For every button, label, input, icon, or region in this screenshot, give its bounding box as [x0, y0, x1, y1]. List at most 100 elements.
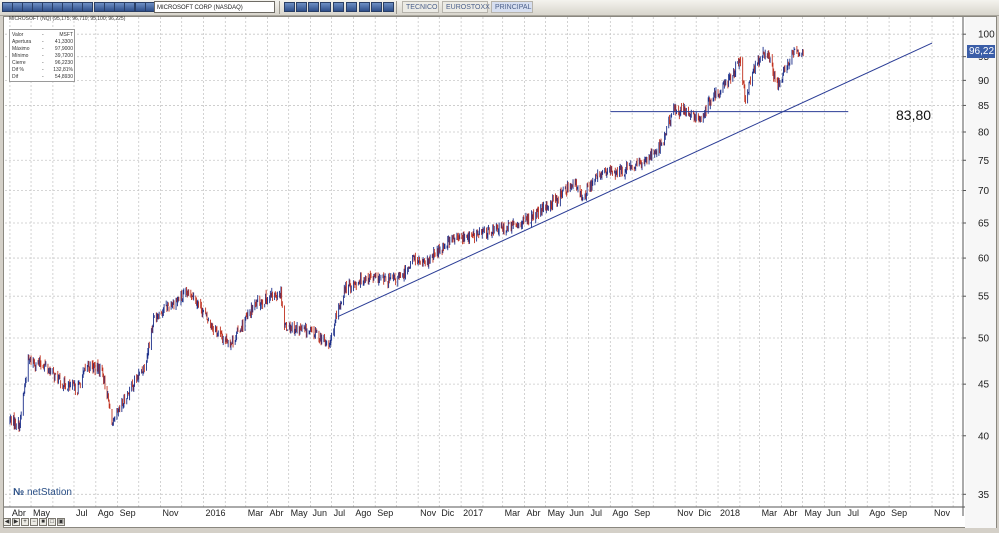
info-value: 132,81% [53, 67, 73, 73]
tab-principal[interactable]: PRINCIPAL [491, 1, 533, 13]
x-tick-label: Nov [163, 508, 180, 518]
y-tick-label: 55 [978, 292, 990, 303]
x-tick-label: May [33, 508, 51, 518]
x-tick-label: Jul [847, 508, 859, 518]
tab-eurostoxx[interactable]: EUROSTOXX [442, 1, 490, 13]
toolbar-separator [396, 1, 397, 14]
x-tick-label: Mar [762, 508, 778, 518]
x-tick-label: Sep [120, 508, 136, 518]
chart-panel [3, 16, 997, 528]
symbol-input[interactable]: MICROSOFT CORP (NASDAQ) [154, 1, 275, 13]
x-tick-label: Nov [934, 508, 951, 518]
x-tick-label: Jun [569, 508, 584, 518]
info-dash: - [42, 46, 44, 52]
trend-line [337, 42, 933, 318]
x-tick-label: Ago [869, 508, 885, 518]
x-tick-label: Sep [891, 508, 907, 518]
info-dash: - [42, 53, 44, 59]
x-tick-label: 2018 [720, 508, 740, 518]
period-icon[interactable]: ■ [39, 518, 47, 526]
info-dash: - [42, 67, 44, 73]
x-tick-label: Ago [612, 508, 628, 518]
zoom-in-icon[interactable]: + [21, 518, 29, 526]
x-tick-label: Nov [420, 508, 437, 518]
info-key: Mínimo [12, 53, 29, 59]
x-tick-label: Sep [377, 508, 393, 518]
logo-text: netStation [26, 487, 72, 498]
compare-tool-3-icon[interactable] [320, 2, 331, 12]
x-tick-label: May [548, 508, 566, 518]
info-value: 54,8930 [54, 74, 73, 80]
info-key: Dif [12, 74, 19, 80]
calendar-tool-7-icon[interactable] [371, 2, 382, 12]
y-tick-label: 75 [978, 156, 990, 167]
info-dash: - [42, 32, 44, 38]
window-tool-2-icon[interactable] [308, 2, 319, 12]
info-value: MSFT [59, 32, 73, 38]
support-level-label: 83,80 [896, 107, 932, 123]
layout-tool-6-icon[interactable] [359, 2, 370, 12]
info-value: 41,3300 [54, 39, 73, 45]
y-tick-label: 80 [978, 127, 990, 138]
info-row: Dif - 54,8930 [12, 74, 74, 81]
last-price-tag: 96,22 [967, 45, 995, 59]
info-row: Mínimo - 39,7200 [12, 53, 74, 60]
y-tick-label: 85 [978, 101, 990, 112]
quote-info-box: Valor - MSFT Apertura - 41,3300 Máximo - 97,9000… [9, 29, 75, 82]
info-tool-4-icon[interactable] [333, 2, 344, 12]
x-tick-label: Abr [12, 508, 26, 518]
info-dash: - [42, 39, 44, 45]
info-row: Cierre - 96,2230 [12, 60, 74, 67]
y-tick-label: 100 [978, 30, 995, 41]
info-row: Máximo - 97,9000 [12, 46, 74, 53]
x-tick-label: May [805, 508, 823, 518]
settings-icon[interactable] [124, 2, 135, 12]
x-tick-label: Jul [591, 508, 603, 518]
x-tick-label: 2016 [205, 508, 225, 518]
info-value: 39,7200 [54, 53, 73, 59]
x-tick-label: Nov [677, 508, 694, 518]
netstation-logo: № netStation [13, 487, 72, 498]
info-row: Valor - MSFT [12, 32, 74, 39]
x-tick-label: Jun [312, 508, 327, 518]
info-dash: - [42, 60, 44, 66]
chart-nav-bar: ◀ ▶ + − ■ □ ▣ [0, 516, 80, 530]
zoom-out-icon[interactable]: − [30, 518, 38, 526]
info-key: Cierre [12, 60, 26, 66]
y-tick-label: 65 [978, 218, 990, 229]
logo-mark: № [13, 487, 25, 498]
info-key: Dif % [12, 67, 24, 73]
x-tick-label: 2017 [463, 508, 483, 518]
y-tick-label: 45 [978, 380, 990, 391]
y-tick-label: 50 [978, 333, 990, 344]
scroll-right-icon[interactable]: ▶ [12, 518, 20, 526]
tab-tecnico[interactable]: TECNICO [402, 1, 439, 13]
x-tick-label: Ago [355, 508, 371, 518]
info-value: 96,2230 [54, 60, 73, 66]
scroll-left-icon[interactable]: ◀ [3, 518, 11, 526]
x-tick-label: Jul [334, 508, 346, 518]
x-tick-label: Dic [441, 508, 454, 518]
y-tick-label: 60 [978, 254, 990, 265]
x-tick-label: Abr [783, 508, 797, 518]
x-tick-label: Dic [698, 508, 711, 518]
close-tool-8-icon[interactable] [383, 2, 394, 12]
settings-tool-0-icon[interactable] [284, 2, 295, 12]
list-tool-1-icon[interactable] [296, 2, 307, 12]
toolbar-separator [279, 1, 280, 14]
x-tick-label: Jul [76, 508, 88, 518]
y-tick-label: 40 [978, 431, 990, 442]
y-tick-label: 70 [978, 186, 990, 197]
window-icon[interactable]: ▣ [57, 518, 65, 526]
table-tool-5-icon[interactable] [346, 2, 357, 12]
x-tick-label: Abr [270, 508, 284, 518]
x-tick-label: Mar [505, 508, 521, 518]
x-tick-label: Abr [526, 508, 540, 518]
info-value: 97,9000 [54, 46, 73, 52]
line-icon[interactable] [82, 2, 93, 12]
x-tick-label: May [291, 508, 309, 518]
reset-icon[interactable]: □ [48, 518, 56, 526]
info-row: Dif % - 132,81% [12, 67, 74, 74]
x-tick-label: Sep [634, 508, 650, 518]
